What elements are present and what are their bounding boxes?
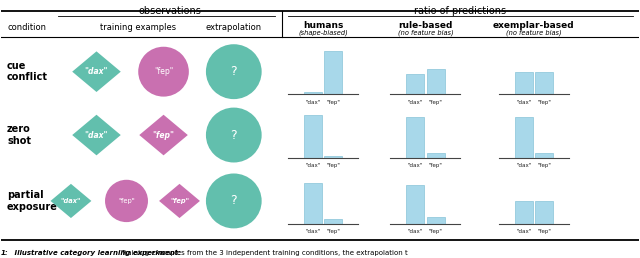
Text: observations: observations [138, 6, 202, 17]
Bar [304, 183, 322, 224]
Ellipse shape [207, 174, 260, 227]
Text: "fep": "fep" [118, 198, 135, 204]
Text: "fep": "fep" [537, 100, 551, 105]
Bar [324, 156, 342, 158]
Bar [304, 115, 322, 158]
Text: "fep": "fep" [429, 229, 442, 234]
Text: "dax": "dax" [408, 100, 423, 105]
Polygon shape [72, 115, 121, 155]
Bar [515, 201, 532, 224]
Text: condition: condition [7, 23, 46, 33]
Text: "dax": "dax" [305, 229, 321, 234]
Text: "dax": "dax" [516, 100, 531, 105]
Text: "fep": "fep" [152, 131, 175, 140]
Text: "dax": "dax" [516, 163, 531, 168]
Text: "fep": "fep" [537, 163, 551, 168]
Text: "dax": "dax" [305, 163, 321, 168]
Text: humans: humans [303, 21, 344, 30]
Bar [427, 69, 445, 94]
Text: "fep": "fep" [326, 100, 340, 105]
Text: exposure: exposure [7, 202, 58, 212]
Text: "fep": "fep" [537, 229, 551, 234]
Text: "dax": "dax" [84, 67, 108, 76]
Bar [324, 219, 342, 224]
Bar [535, 153, 553, 158]
Text: exemplar-based: exemplar-based [493, 21, 575, 30]
Ellipse shape [207, 109, 260, 162]
Text: rule-based: rule-based [398, 21, 452, 30]
Bar [427, 153, 445, 158]
Text: "dax": "dax" [305, 100, 321, 105]
Bar [406, 117, 424, 158]
Ellipse shape [106, 181, 147, 221]
Polygon shape [140, 115, 188, 155]
Text: "dax": "dax" [84, 131, 108, 140]
Text: ?: ? [230, 195, 237, 207]
Text: zero: zero [7, 124, 31, 134]
Bar [515, 117, 532, 158]
Bar [535, 72, 553, 94]
Bar [304, 92, 322, 94]
Text: (no feature bias): (no feature bias) [397, 30, 453, 36]
Text: ratio of predictions: ratio of predictions [415, 6, 506, 17]
Text: "dax": "dax" [61, 198, 81, 204]
Text: cue: cue [7, 61, 26, 71]
Text: conflict: conflict [7, 72, 48, 82]
Text: "fep": "fep" [170, 198, 189, 204]
Bar [324, 51, 342, 94]
Polygon shape [51, 184, 92, 218]
Text: training examples: training examples [100, 23, 176, 33]
Text: (shape-biased): (shape-biased) [298, 30, 348, 36]
Text: "dax": "dax" [408, 163, 423, 168]
Bar [406, 185, 424, 224]
Bar [427, 217, 445, 224]
Polygon shape [159, 184, 200, 218]
Text: "fep": "fep" [326, 163, 340, 168]
Text: "dax": "dax" [516, 229, 531, 234]
Text: "fep": "fep" [154, 67, 173, 76]
Text: "dax": "dax" [408, 229, 423, 234]
Polygon shape [72, 51, 121, 92]
Bar [535, 201, 553, 224]
Text: Training examples from the 3 independent training conditions, the extrapolation : Training examples from the 3 independent… [119, 250, 408, 256]
Text: Illustrative category learning experiment:: Illustrative category learning experimen… [12, 250, 181, 256]
Text: "fep": "fep" [429, 100, 442, 105]
Bar [515, 72, 532, 94]
Text: (no feature bias): (no feature bias) [506, 30, 562, 36]
Ellipse shape [207, 45, 260, 98]
Text: ?: ? [230, 128, 237, 142]
Text: shot: shot [7, 136, 31, 146]
Text: extrapolation: extrapolation [205, 23, 262, 33]
Text: ?: ? [230, 65, 237, 78]
Text: 1:: 1: [1, 250, 8, 256]
Text: partial: partial [7, 190, 44, 200]
Bar [406, 74, 424, 94]
Text: "fep": "fep" [326, 229, 340, 234]
Text: "fep": "fep" [429, 163, 442, 168]
Ellipse shape [140, 48, 188, 95]
